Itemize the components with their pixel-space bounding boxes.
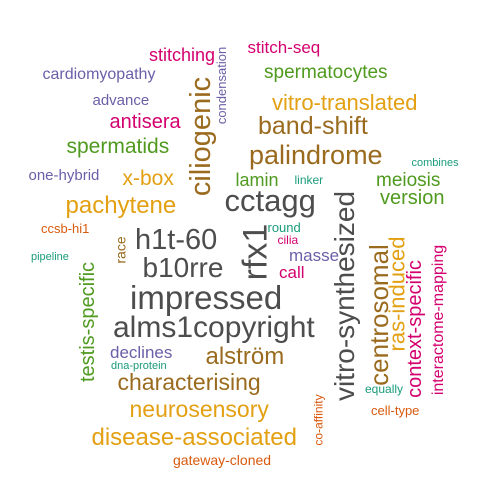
- word-combines: combines: [411, 156, 459, 169]
- word-cilia: cilia: [277, 233, 299, 247]
- word-spermatocytes: spermatocytes: [264, 61, 388, 83]
- word-x-box: x-box: [122, 166, 174, 190]
- word-h1t-60: h1t-60: [135, 223, 218, 256]
- word-alms1copyright: alms1copyright: [113, 311, 315, 344]
- word-band-shift: band-shift: [258, 111, 368, 140]
- word-cardiomyopathy: cardiomyopathy: [42, 66, 156, 83]
- word-b10rre: b10rre: [142, 252, 224, 283]
- word-vitro-translated: vitro-translated: [272, 90, 418, 115]
- word-alstr-m: alström: [205, 343, 285, 370]
- word-version: version: [380, 187, 445, 209]
- word-cell-type: cell-type: [371, 402, 420, 418]
- word-impressed: impressed: [130, 278, 283, 316]
- word-ccsb-hi1: ccsb-hi1: [41, 220, 90, 236]
- word-stitching: stitching: [149, 45, 216, 65]
- word-advance: advance: [92, 91, 150, 109]
- word-vitro-synthesized: vitro-synthesized: [329, 190, 361, 402]
- word-stitch-seq: stitch-seq: [247, 37, 321, 57]
- word-antisera: antisera: [109, 111, 181, 133]
- word-masse: masse: [289, 245, 340, 265]
- word-ciliogenic: ciliogenic: [184, 76, 217, 196]
- word-equally: equally: [365, 382, 404, 396]
- word-pipeline: pipeline: [31, 250, 69, 263]
- word-gateway-cloned: gateway-cloned: [173, 452, 272, 468]
- word-rfx1: rfx1: [235, 223, 274, 281]
- word-declines: declines: [110, 342, 173, 362]
- word-disease-associated: disease-associated: [91, 424, 297, 451]
- word-interactome-mapping: interactome-mapping: [430, 244, 448, 396]
- word-co-affinity: co-affinity: [311, 394, 326, 446]
- word-context-specific: context-specific: [403, 260, 426, 398]
- word-round: round: [267, 219, 301, 235]
- word-meiosis: meiosis: [376, 169, 441, 191]
- word-neurosensory: neurosensory: [129, 395, 269, 422]
- word-cctagg: cctagg: [224, 182, 316, 218]
- word-testis-specific: testis-specific: [77, 261, 100, 383]
- word-spermatids: spermatids: [66, 134, 170, 158]
- word-lamin: lamin: [235, 170, 279, 190]
- word-call: call: [279, 262, 305, 282]
- word-race: race: [112, 236, 129, 264]
- word-palindrome: palindrome: [249, 139, 383, 170]
- word-one-hybrid: one-hybrid: [28, 166, 100, 184]
- word-characterising: characterising: [117, 368, 261, 395]
- word-dna-protein: dna-protein: [111, 359, 167, 372]
- word-pachytene: pachytene: [65, 192, 177, 219]
- word-linker: linker: [294, 173, 324, 187]
